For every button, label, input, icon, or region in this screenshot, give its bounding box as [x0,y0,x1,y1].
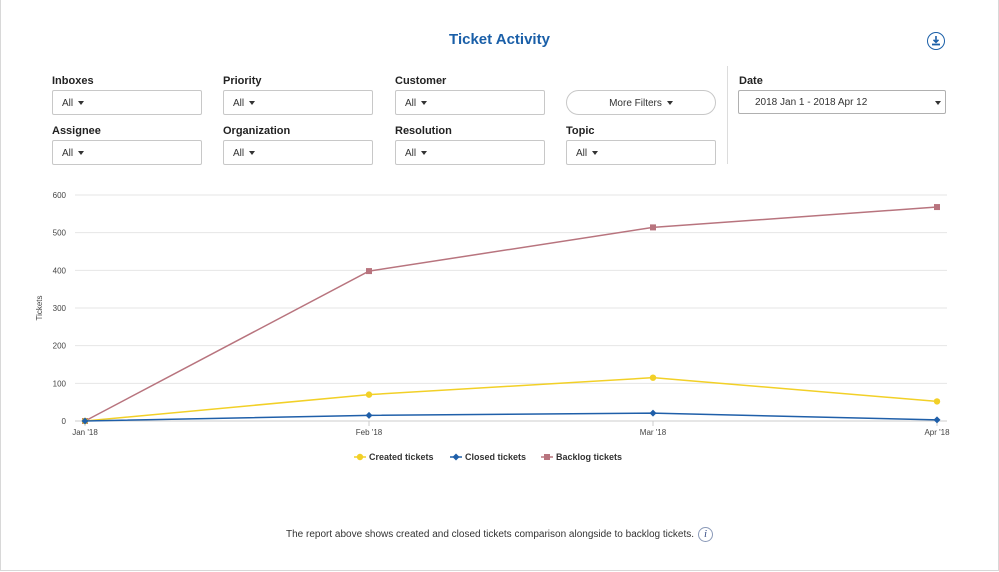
created-tickets-line [84,376,938,422]
y-axis-label: Tickets [35,295,44,320]
date-range-value: 2018 Jan 1 - 2018 Apr 12 [755,97,868,108]
download-button[interactable] [927,32,945,50]
x-tick-label: Jan '18 [72,428,98,437]
chevron-down-icon [935,101,941,105]
inboxes-select[interactable]: All [52,90,202,115]
priority-select[interactable]: All [223,90,373,115]
assignee-value: All [62,148,74,159]
info-icon[interactable]: i [698,527,713,542]
assignee-select[interactable]: All [52,140,202,165]
inboxes-value: All [62,98,74,109]
download-icon [932,36,940,46]
legend-item-created-tickets: Created tickets [369,452,434,462]
chevron-down-icon [421,101,428,106]
y-tick-label: 300 [53,304,67,313]
y-tick-label: 600 [53,191,67,200]
chevron-down-icon [249,151,256,156]
organization-select[interactable]: All [223,140,373,165]
x-tick-label: Apr '18 [924,428,950,437]
x-tick-label: Feb '18 [356,428,383,437]
organization-label: Organization [223,125,291,137]
topic-value: All [576,148,588,159]
chevron-down-icon [592,151,599,156]
more-filters-button[interactable]: More Filters [566,90,716,115]
legend-swatch-marker [544,454,550,460]
closed-tickets-point [933,416,941,424]
inboxes-label: Inboxes [52,75,94,87]
legend-swatch-marker [356,453,364,461]
more-filters-label: More Filters [609,98,662,109]
date-label: Date [739,75,763,87]
topic-label: Topic [566,125,595,137]
resolution-select[interactable]: All [395,140,545,165]
created-tickets-point [649,374,657,381]
legend-item-closed-tickets: Closed tickets [465,452,526,462]
report-title: Ticket Activity [449,31,550,48]
closed-tickets-point [365,411,373,419]
organization-value: All [233,148,245,159]
footnote-text: The report above shows created and close… [286,529,694,541]
y-tick-label: 400 [53,266,67,275]
assignee-label: Assignee [52,125,101,137]
backlog-tickets-point [934,204,940,211]
date-range-select[interactable]: 2018 Jan 1 - 2018 Apr 12 [738,90,946,114]
chevron-down-icon [78,151,85,156]
backlog-tickets-line [84,206,938,422]
resolution-label: Resolution [395,125,452,137]
resolution-value: All [405,148,417,159]
topic-select[interactable]: All [566,140,716,165]
chevron-down-icon [78,101,85,106]
priority-value: All [233,98,245,109]
y-tick-label: 500 [53,229,67,238]
chevron-down-icon [666,101,673,106]
created-tickets-point [933,398,941,405]
legend-swatch-marker [452,453,460,461]
y-tick-label: 100 [53,379,67,388]
ticket-activity-chart: 0 100 200 300 400 500 600 Jan '18 Feb '18 Mar '18… [35,191,950,462]
closed-tickets-line [84,412,938,422]
chevron-down-icon [421,151,428,156]
customer-label: Customer [395,75,447,87]
y-tick-label: 200 [53,342,67,351]
customer-value: All [405,98,417,109]
created-tickets-point [365,391,373,398]
customer-select[interactable]: All [395,90,545,115]
closed-tickets-point [81,417,89,425]
backlog-tickets-point [366,268,372,275]
chevron-down-icon [249,101,256,106]
filter-divider [727,66,728,164]
closed-tickets-point [649,409,657,417]
legend-item-backlog-tickets: Backlog tickets [556,452,622,462]
x-tick-label: Mar '18 [640,428,667,437]
report-footnote: The report above shows created and close… [0,527,999,542]
y-tick-label: 0 [62,417,67,426]
priority-label: Priority [223,75,262,87]
backlog-tickets-point [650,224,656,231]
